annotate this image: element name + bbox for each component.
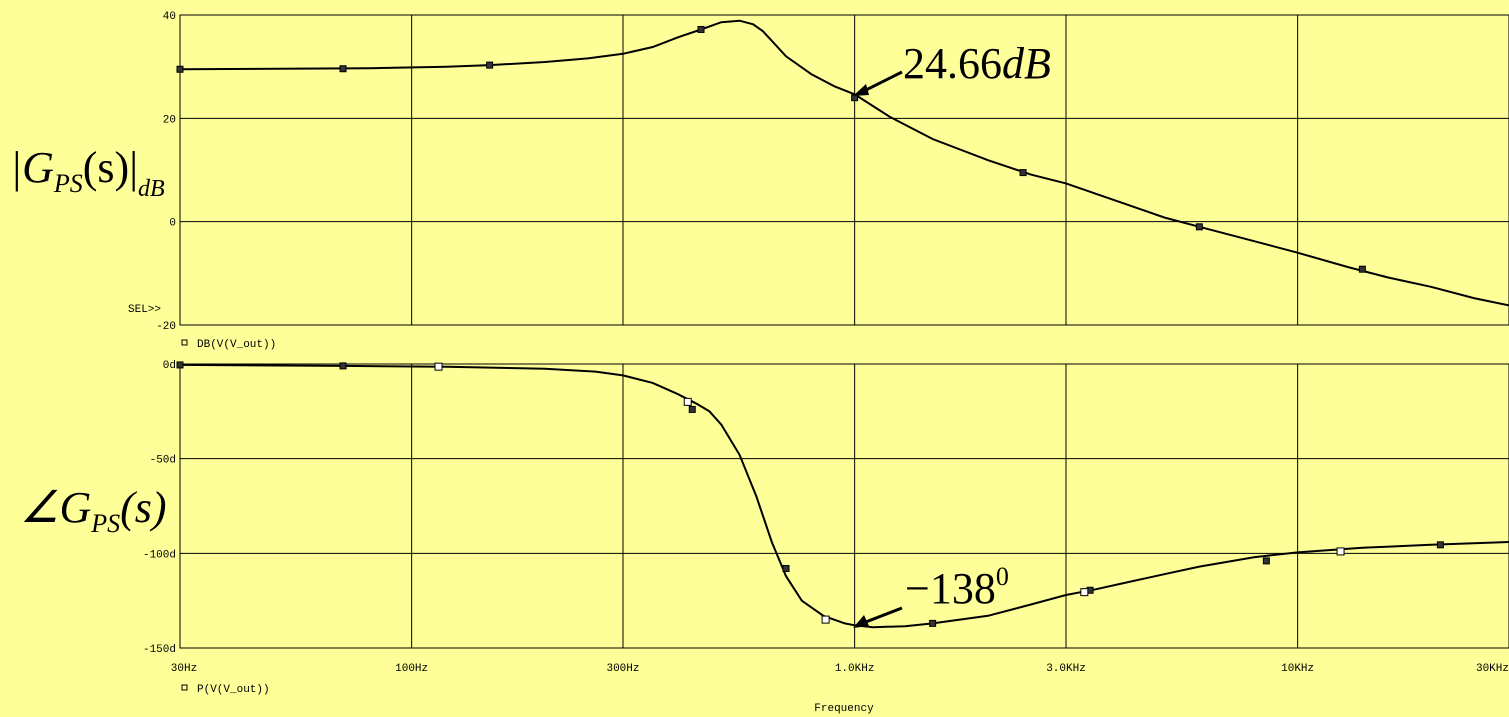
x-tick-label: 300Hz (606, 663, 639, 675)
magnitude-annotation-text: 24.66dB (903, 39, 1051, 88)
y-tick-label: 20 (163, 114, 176, 126)
x-tick-label: 30KHz (1476, 663, 1509, 675)
phase-ylabel: ∠GPS(s) (20, 483, 167, 538)
x-tick-label: 3.0KHz (1046, 663, 1086, 675)
legend-marker-icon (181, 339, 188, 346)
magnitude-legend: DB(V(V_out)) (181, 339, 276, 351)
trace-marker (1436, 541, 1444, 549)
y-tick-label: 40 (163, 11, 176, 23)
trace-marker (697, 25, 705, 33)
trace-marker (1019, 169, 1027, 177)
magnitude-markers (176, 25, 1366, 273)
trace-marker-open (683, 397, 692, 406)
magnitude-trace (179, 19, 1509, 307)
phase-y-ticks: 0d -50d -100d -150d (143, 360, 176, 656)
phase-annotation: −1380 (853, 562, 1009, 628)
x-tick-label: 30Hz (171, 663, 197, 675)
magnitude-plot-area (179, 14, 1509, 326)
magnitude-ylabel: |GPS(s)|dB (10, 143, 165, 202)
trace-marker-open (1080, 588, 1089, 597)
trace-marker (486, 61, 494, 69)
y-tick-label: -20 (156, 321, 176, 333)
phase-plot: 0d -50d -100d -150d 30Hz 100Hz 300Hz 1.0KHz 3.0… (20, 360, 1509, 675)
phase-annotation-arrowhead (853, 615, 869, 628)
phase-legend: P(V(V_out)) (181, 684, 270, 696)
phase-annotation-text: −1380 (905, 562, 1009, 613)
trace-marker (339, 362, 347, 370)
x-axis-label: Frequency (814, 703, 874, 715)
magnitude-legend-label: DB(V(V_out)) (197, 339, 276, 351)
x-tick-label: 10KHz (1281, 663, 1314, 675)
y-tick-label: -100d (143, 549, 176, 561)
magnitude-y-ticks: 40 20 0 -20 (156, 11, 176, 333)
legend-marker-icon (181, 684, 188, 691)
y-tick-label: -50d (150, 455, 176, 467)
phase-x-ticks: 30Hz 100Hz 300Hz 1.0KHz 3.0KHz 10KHz 30KHz (171, 663, 1509, 675)
phase-markers (176, 361, 1444, 627)
trace-marker-open (434, 362, 443, 371)
phase-legend-label: P(V(V_out)) (197, 684, 270, 696)
y-tick-label: 0 (169, 218, 176, 230)
trace-marker (176, 65, 184, 73)
trace-marker (1195, 223, 1203, 231)
x-tick-label: 100Hz (395, 663, 428, 675)
phase-trace (179, 363, 1509, 629)
trace-marker (176, 361, 184, 369)
phase-plot-area (179, 363, 1509, 649)
trace-marker (929, 619, 937, 627)
trace-marker (782, 564, 790, 572)
magnitude-annotation-arrowhead (853, 84, 869, 96)
magnitude-plot: 40 20 0 -20 SEL>> |GPS(s)|dB 24.66dB (10, 11, 1509, 333)
trace-marker-open (1336, 547, 1345, 556)
magnitude-annotation: 24.66dB (853, 39, 1051, 96)
phase-grid (179, 363, 1509, 649)
x-tick-label: 1.0KHz (835, 663, 875, 675)
trace-marker (1262, 557, 1270, 565)
trace-marker (339, 65, 347, 73)
trace-marker (1358, 265, 1366, 273)
y-tick-label: -150d (143, 644, 176, 656)
trace-marker-open (821, 615, 830, 624)
trace-marker (688, 405, 696, 413)
sel-marker: SEL>> (128, 304, 161, 316)
y-tick-label: 0d (163, 360, 176, 372)
